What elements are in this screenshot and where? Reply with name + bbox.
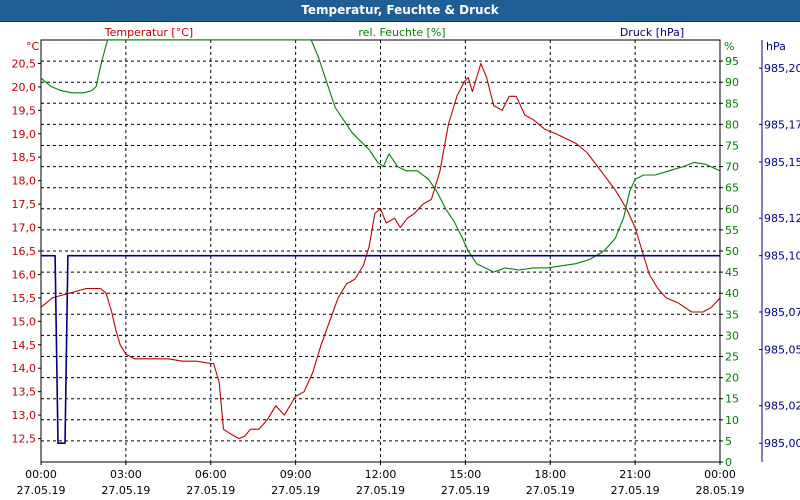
pressure-tick-label: 985,20: [764, 62, 800, 75]
title-bar: Temperatur, Feuchte & Druck: [0, 0, 800, 22]
x-tick-labels: 00:00 27.05.19 03:00 27.05.19 06:00 27.05.19 0…: [17, 462, 745, 497]
humidity-tick-label: 15: [725, 393, 739, 406]
x-tick-date: 27.05.19: [186, 484, 235, 497]
x-tick-time: 21:00: [619, 468, 651, 481]
temp-tick-label: 17,5: [12, 198, 37, 211]
humidity-tick-label: 60: [725, 203, 739, 216]
temp-tick-label: 16,5: [12, 245, 37, 258]
series-line-temperature: [41, 62, 720, 440]
x-tick-date: 27.05.19: [611, 484, 660, 497]
x-tick-time: 12:00: [365, 468, 397, 481]
humidity-tick-label: 95: [725, 55, 739, 68]
temp-tick-label: 19,0: [12, 128, 37, 141]
x-tick-time: 03:00: [110, 468, 142, 481]
temp-tick-labels: 20,5 20,0 19,5 19,0 18,5 18,0 17,5 17,0 16,5 16,0…: [12, 57, 41, 446]
humidity-axis-title: rel. Feuchte [%]: [358, 26, 445, 39]
x-tick-time: 09:00: [280, 468, 312, 481]
temp-tick-label: 14,5: [12, 339, 37, 352]
x-tick-time: 00:00: [704, 468, 736, 481]
x-tick-date: 27.05.19: [356, 484, 405, 497]
humidity-tick-label: 30: [725, 329, 739, 342]
x-tick-date: 27.05.19: [101, 484, 150, 497]
x-tick-date: 27.05.19: [441, 484, 490, 497]
humidity-tick-label: 65: [725, 182, 739, 195]
humidity-tick-label: 50: [725, 245, 739, 258]
pressure-tick-label: 985,17: [764, 118, 800, 131]
chart-title: Temperatur, Feuchte & Druck: [301, 3, 499, 17]
x-tick-date: 28.05.19: [696, 484, 745, 497]
x-tick-date: 27.05.19: [526, 484, 575, 497]
temp-tick-label: 18,5: [12, 151, 37, 164]
x-tick-time: 00:00: [25, 468, 57, 481]
humidity-tick-label: 85: [725, 97, 739, 110]
humidity-tick-label: 10: [725, 414, 739, 427]
temp-tick-label: 20,5: [12, 57, 37, 70]
pressure-tick-labels: 985,20 985,17 985,15 985,12 985,10 985,07 985,…: [759, 62, 800, 450]
humidity-tick-label: 55: [725, 224, 739, 237]
x-tick-date: 27.05.19: [271, 484, 320, 497]
pressure-tick-label: 985,12: [764, 212, 800, 225]
temp-tick-label: 17,0: [12, 222, 37, 235]
temp-tick-label: 16,0: [12, 268, 37, 281]
x-tick-time: 18:00: [534, 468, 566, 481]
x-tick-time: 15:00: [450, 468, 482, 481]
series-layer: [41, 40, 720, 445]
grid: [41, 40, 720, 462]
humidity-tick-label: 0: [725, 456, 732, 469]
humidity-tick-label: 80: [725, 118, 739, 131]
pressure-axis-title: Druck [hPa]: [620, 26, 684, 39]
pressure-unit-label: hPa: [766, 40, 786, 53]
humidity-tick-label: 5: [725, 435, 732, 448]
temp-tick-label: 13,5: [12, 386, 37, 399]
temp-tick-label: 18,0: [12, 175, 37, 188]
temp-tick-label: 15,5: [12, 292, 37, 305]
temp-tick-label: 13,0: [12, 409, 37, 422]
pressure-tick-label: 985,10: [764, 250, 800, 263]
temp-tick-label: 19,5: [12, 104, 37, 117]
temp-tick-label: 12,5: [12, 433, 37, 446]
humidity-tick-label: 70: [725, 161, 739, 174]
humidity-tick-label: 25: [725, 351, 739, 364]
humidity-tick-label: 45: [725, 266, 739, 279]
pressure-tick-label: 985,15: [764, 156, 800, 169]
temp-tick-label: 20,0: [12, 81, 37, 94]
humidity-unit-label: %: [724, 40, 734, 53]
temp-tick-label: 15,0: [12, 315, 37, 328]
humidity-tick-label: 75: [725, 140, 739, 153]
pressure-tick-label: 985,00: [764, 437, 800, 450]
temp-unit-label: °C: [26, 40, 40, 53]
pressure-tick-label: 985,05: [764, 343, 800, 356]
x-tick-time: 06:00: [195, 468, 227, 481]
pressure-tick-label: 985,02: [764, 400, 800, 413]
temp-axis-title: Temperatur [°C]: [104, 26, 193, 39]
humidity-tick-label: 35: [725, 308, 739, 321]
x-tick-date: 27.05.19: [17, 484, 66, 497]
humidity-tick-label: 20: [725, 372, 739, 385]
series-line-pressure: [41, 254, 720, 445]
series-line-humidity: [41, 40, 720, 273]
pressure-tick-label: 985,07: [764, 306, 800, 319]
humidity-tick-label: 90: [725, 76, 739, 89]
humidity-tick-label: 40: [725, 287, 739, 300]
temp-tick-label: 14,0: [12, 362, 37, 375]
